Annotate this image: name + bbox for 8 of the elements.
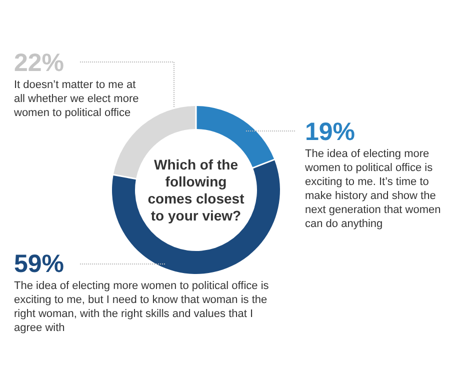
slice-label: The idea of electing more women to political office is exciting to me, but I need to know that woman is the right woman, with the right skills and values that I agree with — [14, 280, 270, 334]
data-label: 22% — [14, 49, 64, 77]
slice-label: It doesn’t matter to me at all whether we elect more women to political office — [13, 79, 139, 119]
text: Which of the following comes closest to your view? — [148, 156, 245, 224]
data-label: 59% — [14, 250, 64, 278]
slice-label: The idea of electing more women to political office is exciting to me. It’s time to make history and show the next generation that women can do anything — [304, 148, 441, 230]
data-label: 19% — [305, 118, 356, 146]
donut-slice — [112, 160, 280, 274]
